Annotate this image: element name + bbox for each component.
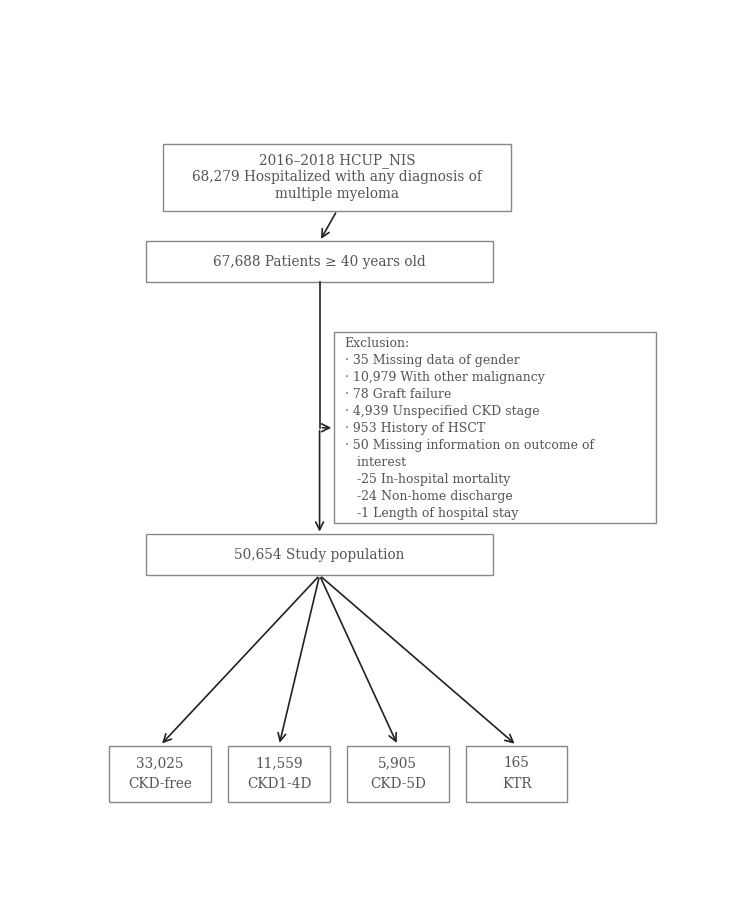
Text: CKD1-4D: CKD1-4D bbox=[247, 778, 311, 791]
Text: -24 Non-home discharge: -24 Non-home discharge bbox=[345, 490, 512, 503]
Text: Exclusion:: Exclusion: bbox=[345, 337, 410, 350]
Bar bbox=[163, 144, 511, 211]
Text: 11,559: 11,559 bbox=[255, 757, 303, 770]
Text: CKD-free: CKD-free bbox=[128, 778, 192, 791]
Bar bbox=[109, 746, 211, 802]
Text: · 10,979 With other malignancy: · 10,979 With other malignancy bbox=[345, 371, 545, 384]
Bar bbox=[347, 746, 449, 802]
Bar bbox=[146, 535, 494, 575]
Text: 33,025: 33,025 bbox=[136, 757, 184, 770]
Text: 50,654 Study population: 50,654 Study population bbox=[234, 547, 405, 562]
Text: · 35 Missing data of gender: · 35 Missing data of gender bbox=[345, 354, 519, 367]
Text: 165: 165 bbox=[503, 757, 530, 770]
Text: CKD-5D: CKD-5D bbox=[370, 778, 426, 791]
Text: KTR: KTR bbox=[502, 778, 532, 791]
Text: 5,905: 5,905 bbox=[378, 757, 417, 770]
Text: 2016–2018 HCUP_NIS: 2016–2018 HCUP_NIS bbox=[259, 153, 415, 168]
Text: 68,279 Hospitalized with any diagnosis of: 68,279 Hospitalized with any diagnosis o… bbox=[192, 171, 482, 184]
Text: multiple myeloma: multiple myeloma bbox=[275, 187, 399, 201]
Text: 67,688 Patients ≥ 40 years old: 67,688 Patients ≥ 40 years old bbox=[213, 255, 426, 269]
Text: · 50 Missing information on outcome of: · 50 Missing information on outcome of bbox=[345, 439, 594, 452]
Text: -25 In-hospital mortality: -25 In-hospital mortality bbox=[345, 473, 510, 486]
Bar bbox=[146, 241, 494, 282]
Text: · 4,939 Unspecified CKD stage: · 4,939 Unspecified CKD stage bbox=[345, 405, 539, 418]
Bar bbox=[466, 746, 568, 802]
Text: · 78 Graft failure: · 78 Graft failure bbox=[345, 388, 451, 401]
Text: · 953 History of HSCT: · 953 History of HSCT bbox=[345, 422, 485, 435]
Bar bbox=[228, 746, 330, 802]
Text: interest: interest bbox=[345, 456, 405, 469]
Bar bbox=[334, 333, 656, 523]
Text: -1 Length of hospital stay: -1 Length of hospital stay bbox=[345, 507, 518, 520]
